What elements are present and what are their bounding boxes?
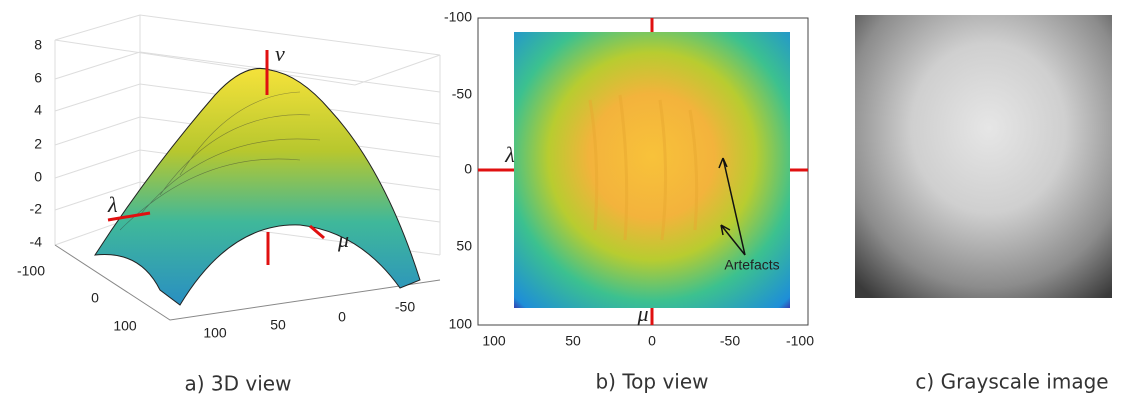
caption: b) Top view — [595, 370, 708, 394]
axis-label: μ — [337, 227, 349, 252]
texture — [588, 94, 699, 241]
axis-label: λ — [504, 142, 515, 167]
tick-label: 2 — [34, 136, 42, 152]
tick-label: 0 — [464, 161, 472, 177]
tick-label: 6 — [34, 70, 42, 86]
grayscale-image — [855, 15, 1112, 298]
tick-label: 100 — [203, 325, 227, 341]
tick-label: 50 — [456, 238, 472, 254]
axis-label: ν — [275, 41, 285, 66]
tick-label: -50 — [720, 333, 740, 349]
surface — [94, 67, 421, 306]
tick-label: -100 — [17, 263, 45, 279]
axis-marker — [309, 224, 325, 240]
height-map — [514, 32, 790, 308]
tick-label: -100 — [786, 333, 814, 349]
caption: a) 3D view — [185, 372, 292, 396]
tick-label: 0 — [34, 169, 42, 185]
tick-label: -4 — [30, 234, 43, 250]
tick-label: 100 — [113, 318, 137, 334]
tick-label: 0 — [648, 333, 656, 349]
arrow — [718, 157, 746, 256]
tick-label: -2 — [30, 201, 43, 217]
tick-label: 0 — [91, 290, 99, 306]
axis-marker — [107, 211, 151, 222]
annotation: Artefacts — [724, 257, 779, 273]
grid — [54, 51, 441, 223]
axis-label: λ — [107, 192, 118, 217]
panel-gray: c) Grayscale image — [855, 15, 1112, 394]
tick-label: 0 — [338, 309, 346, 325]
tick-label: -50 — [395, 299, 415, 315]
tick-label: 4 — [34, 102, 42, 118]
tick-label: 50 — [270, 317, 286, 333]
axis-label: μ — [636, 301, 648, 326]
tick-label: -50 — [452, 86, 472, 102]
panel-top: λ μ -100 -50 0 50 100 100 50 0 -50 -100 … — [444, 9, 814, 394]
tick-label: 8 — [34, 37, 42, 53]
axes — [54, 244, 441, 321]
tick-label: 100 — [482, 333, 506, 349]
tick-label: 100 — [449, 316, 473, 332]
tick-label: -100 — [444, 9, 472, 25]
box — [54, 14, 441, 256]
caption: c) Grayscale image — [915, 370, 1108, 394]
mesh — [119, 91, 321, 231]
tick-label: 50 — [565, 333, 581, 349]
panel-3d: ν λ μ 8 6 4 2 0 -2 -4 -100 0 100 100 50 … — [17, 14, 441, 396]
